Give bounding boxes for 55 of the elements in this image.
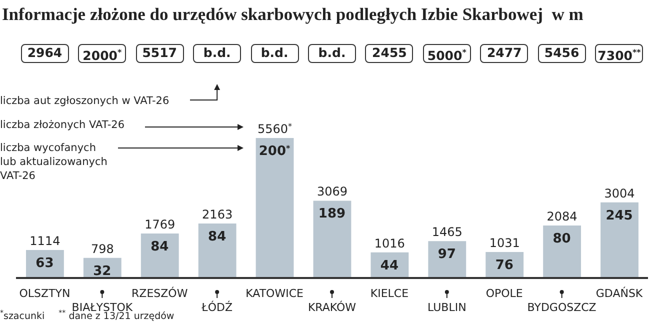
annotation: 63 (36, 256, 54, 271)
data-label: 5560$^{*}$ (258, 122, 292, 136)
x-tick-label: GDAŃSK (596, 286, 644, 300)
bar (428, 241, 466, 278)
bar (600, 202, 638, 278)
annotation: 189 (318, 206, 346, 222)
text: $^{*}$szacunki (0, 309, 45, 322)
bar (256, 138, 294, 278)
data-label: 1769 (144, 217, 176, 232)
annotation: 44 (380, 258, 398, 274)
text: 2000$^{*}$ (82, 48, 122, 64)
text: 5456 (544, 45, 580, 60)
annotation: 32 (93, 264, 112, 279)
text: liczba aut zgłoszonych w VAT-26 (0, 95, 170, 107)
x-tick-label: OLSZTYN (19, 287, 70, 300)
x-tick-label: ŁÓDŹ (200, 300, 233, 314)
annotation: 76 (495, 258, 514, 274)
text: 5517 (142, 45, 178, 60)
data-label: 798 (90, 242, 114, 256)
text: 5000$^{*}$ (427, 48, 466, 64)
annotation: 245 (606, 208, 633, 224)
annotation: 84 (208, 230, 226, 245)
text: 2477 (486, 45, 522, 60)
text: liczba złożonych VAT-26 (0, 119, 125, 131)
bar (198, 224, 236, 278)
data-label: 2084 (546, 210, 578, 224)
chart-title: Informacje złożone do urzędów skarbowych podległych Izbie Skarbowej w m (2, 4, 584, 25)
bar (313, 200, 352, 278)
bar (543, 226, 582, 278)
text: 2964 (27, 45, 62, 60)
annotation: liczba wycofanych lub aktualizowanych VAT-26 (0, 141, 108, 183)
text: 2455 (372, 45, 407, 60)
data-label: 1016 (374, 236, 405, 250)
x-tick-label: KRAKÓW (308, 300, 356, 314)
text: b.d. (260, 45, 288, 60)
data-label: 3069 (316, 184, 348, 199)
data-label: 1031 (489, 236, 520, 250)
x-tick-label: OPOLE (486, 287, 523, 300)
x-tick-label: BYDGOSZCZ (527, 301, 597, 314)
annotation: 84 (150, 239, 169, 254)
annotation: 80 (552, 232, 571, 247)
text: b.d. (318, 45, 346, 60)
x-tick-label: LUBLIN (428, 301, 466, 314)
x-tick-label: KIELCE (370, 287, 409, 300)
text: b.d. (203, 45, 231, 60)
bar (140, 233, 179, 278)
annotation: 200$^{*}$ (258, 144, 292, 159)
data-label: 3004 (604, 186, 635, 200)
data-label: 2163 (202, 208, 233, 222)
text: 7300$^{**}$ (598, 48, 641, 64)
x-tick-label: RZESZÓW (132, 286, 188, 300)
annotation: 97 (438, 247, 456, 262)
data-label: 1465 (432, 225, 462, 240)
x-tick-label: KATOWICE (246, 287, 304, 300)
data-label: 1114 (30, 234, 60, 248)
